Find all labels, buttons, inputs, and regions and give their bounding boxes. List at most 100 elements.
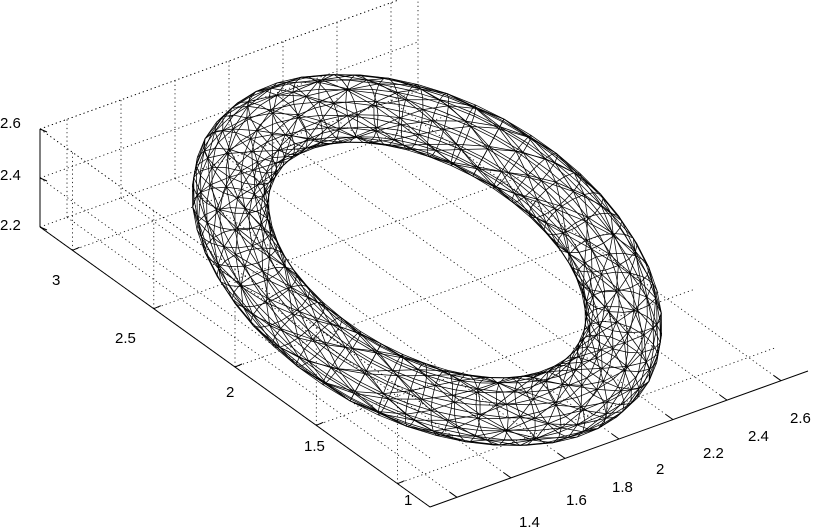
mesh-edge (586, 316, 592, 325)
mesh-edge (582, 389, 598, 411)
mesh-edge (271, 134, 281, 147)
mesh-edge (452, 144, 457, 155)
mesh-edge (470, 126, 499, 129)
mesh-edge (295, 79, 322, 83)
mesh-edge (593, 306, 605, 311)
mesh-edge (501, 172, 509, 182)
mesh-edge (477, 166, 497, 188)
mesh-edge (443, 370, 460, 381)
mesh-edge (583, 194, 612, 214)
mesh-edge (508, 172, 542, 182)
mesh-edge (600, 336, 611, 350)
mesh-edge (214, 108, 232, 132)
mesh-edge (475, 108, 500, 129)
mesh-edge (206, 222, 225, 248)
mesh-edge (605, 404, 621, 419)
mesh-edge (206, 222, 212, 244)
mesh-edge (578, 248, 592, 253)
mesh-edge (365, 360, 373, 372)
mesh-edge (257, 161, 268, 172)
mesh-edge (590, 310, 594, 325)
mesh-edge (322, 382, 327, 386)
mesh-edge (568, 385, 578, 398)
mesh-edge (443, 126, 471, 130)
mesh-edge (581, 361, 591, 373)
mesh-edge (440, 434, 475, 437)
mesh-edge (631, 386, 643, 390)
mesh-edge (479, 377, 486, 384)
mesh-edge (547, 423, 578, 426)
mesh-edge (589, 360, 603, 369)
mesh-edge (240, 154, 245, 172)
mesh-edge (322, 305, 326, 313)
mesh-edge (236, 117, 248, 133)
mesh-edge (409, 378, 415, 391)
mesh-edge (222, 177, 230, 193)
mesh-edge (586, 239, 596, 258)
mesh-edge (575, 222, 588, 241)
mesh-edge (427, 144, 452, 163)
mesh-edge (377, 117, 400, 128)
mesh-edge (516, 196, 525, 203)
mesh-edge (624, 352, 629, 371)
mesh-edge (233, 114, 247, 119)
y-tick (72, 246, 80, 251)
x-tick-label: 2.4 (748, 428, 769, 445)
mesh-edge (247, 94, 277, 103)
mesh-edge (476, 168, 497, 181)
mesh-edge (624, 234, 634, 239)
mesh-edge (276, 150, 280, 163)
mesh-edge (502, 391, 507, 405)
mesh-edge (543, 222, 547, 230)
mesh-edge (599, 233, 614, 236)
mesh-edge (646, 296, 657, 305)
mesh-edge (502, 121, 529, 138)
mesh-edge (615, 322, 625, 343)
mesh-edge (511, 377, 520, 384)
mesh-edge (312, 338, 346, 348)
mesh-edge (554, 365, 564, 367)
mesh-edge (270, 233, 278, 243)
mesh-edge (301, 361, 310, 367)
mesh-edge (656, 325, 662, 335)
mesh-edge (475, 108, 503, 123)
mesh-edge (409, 84, 414, 91)
mesh-edge (532, 439, 554, 444)
mesh-edge (269, 233, 271, 257)
mesh-edge (216, 116, 224, 123)
mesh-edge (470, 435, 476, 442)
z-tick-label: 2.2 (0, 217, 21, 234)
mesh-edge (481, 430, 488, 441)
mesh-edge (443, 116, 448, 130)
mesh-edge (546, 372, 560, 382)
mesh-edge (596, 357, 610, 367)
mesh-edge (257, 211, 268, 219)
mesh-edge (366, 370, 389, 383)
y-axis-tick-labels: 1 1.5 2 2.5 3 (52, 272, 412, 509)
mesh-edge (493, 180, 497, 187)
mesh-edge (541, 170, 550, 181)
mesh-edge (254, 194, 265, 203)
mesh-edge (577, 351, 582, 363)
mesh-edge (609, 252, 624, 255)
mesh-edge (531, 377, 534, 387)
mesh-edge (294, 274, 298, 282)
mesh-edge (251, 151, 265, 160)
mesh-edge (603, 401, 607, 414)
mesh-edge (266, 296, 279, 304)
mesh-edge (250, 270, 263, 278)
mesh-edge (435, 150, 457, 160)
mesh-edge (652, 327, 661, 343)
mesh-edge (555, 396, 578, 403)
mesh-edge (250, 276, 269, 299)
mesh-edge (417, 399, 423, 412)
mesh-edge (606, 387, 618, 403)
grid-line (39, 177, 431, 459)
mesh-edge (586, 294, 594, 317)
mesh-edge (357, 332, 377, 354)
mesh-edge (211, 148, 216, 168)
x-tick (611, 433, 620, 440)
mesh-edge (284, 265, 297, 276)
mesh-edge (612, 378, 622, 392)
mesh-edge (266, 279, 279, 298)
